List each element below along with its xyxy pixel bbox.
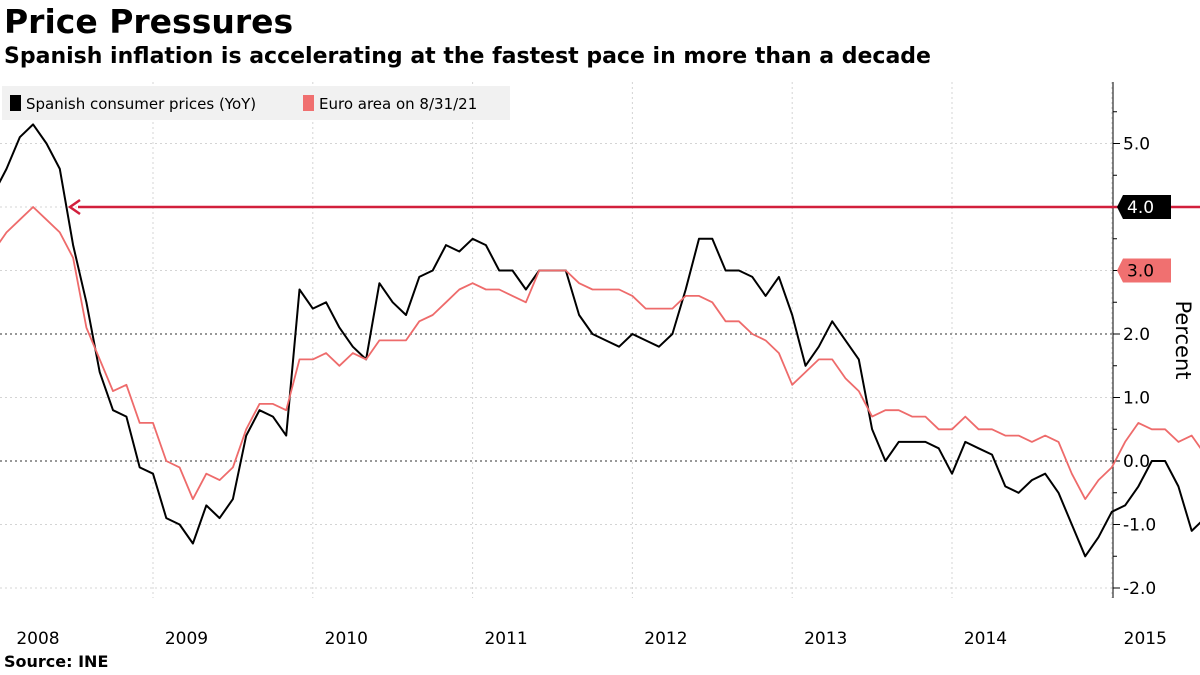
legend-swatch-spain: [10, 95, 21, 111]
y-tick-label: -2.0: [1123, 579, 1156, 599]
x-tick-label: 2014: [964, 629, 1007, 649]
value-badge-euro-label: 3.0: [1127, 262, 1154, 282]
value-badge-spain: [1117, 195, 1171, 219]
y-tick-label: 2.0: [1123, 325, 1150, 345]
y-tick-label: -1.0: [1123, 516, 1156, 536]
legend-label-spain: Spanish consumer prices (YoY): [26, 95, 256, 113]
legend: Spanish consumer prices (YoY) Euro area …: [2, 86, 510, 120]
legend-label-euro: Euro area on 8/31/21: [319, 95, 477, 113]
value-badge-spain-label: 4.0: [1127, 198, 1154, 218]
x-tick-label: 2009: [165, 629, 208, 649]
source-note: Source: INE: [4, 652, 109, 671]
y-axis: 5.0 2.0 1.0 0.0 -1.0 -2.0: [1112, 82, 1156, 599]
x-tick-label: 2008: [16, 629, 59, 649]
chart-title: Price Pressures: [4, 2, 294, 41]
series-lines: [0, 123, 1200, 558]
legend-swatch-euro: [303, 95, 314, 111]
x-tick-label: 2010: [325, 629, 368, 649]
x-axis-labels: 2008200920102011201220132014201520162017…: [16, 629, 1167, 649]
arrow-head: [67, 198, 81, 216]
chart-subtitle: Spanish inflation is accelerating at the…: [4, 44, 931, 69]
x-tick-label: 2013: [804, 629, 847, 649]
series-line-spain: [0, 123, 1200, 558]
x-tick-label: 2015: [1124, 629, 1167, 649]
series-line-euro: [0, 206, 1200, 500]
x-tick-label: 2012: [644, 629, 687, 649]
y-tick-label: 5.0: [1123, 135, 1150, 155]
y-axis-label: Percent: [1171, 300, 1195, 379]
annotations: 4.0 3.0: [67, 195, 1200, 283]
y-tick-label: 1.0: [1123, 389, 1150, 409]
grid-lines: [0, 82, 1113, 598]
legend-background: [2, 86, 510, 120]
x-tick-label: 2011: [484, 629, 527, 649]
value-badge-euro: [1117, 258, 1171, 283]
y-tick-label: 0.0: [1123, 452, 1150, 472]
